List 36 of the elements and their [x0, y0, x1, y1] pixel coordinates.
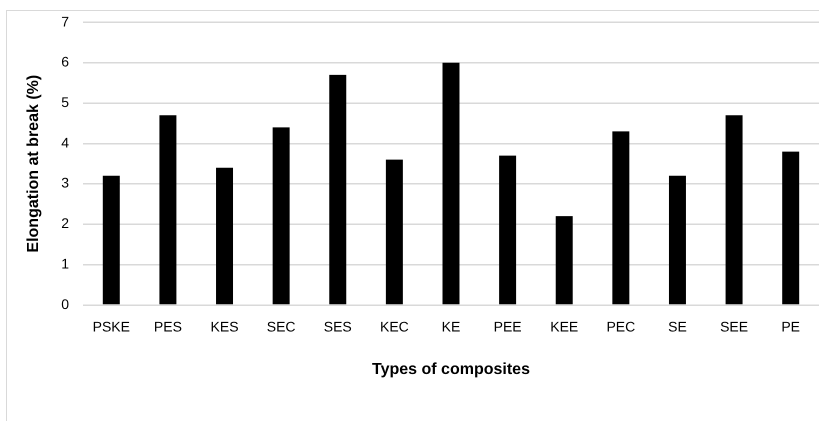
y-tick-label: 3 [61, 174, 70, 191]
bar [726, 115, 743, 304]
x-tick-label: PES [154, 318, 182, 334]
x-tick-label: KE [442, 318, 460, 334]
y-tick-label: 0 [61, 296, 70, 312]
x-axis-title: Types of composites [372, 360, 530, 378]
y-axis-title: Elongation at break (%) [25, 74, 42, 253]
bar [216, 168, 234, 304]
x-tick-label: PE [781, 318, 800, 334]
bar [329, 74, 346, 304]
bar [102, 176, 120, 304]
y-tick-label: 1 [61, 255, 70, 272]
bar [612, 131, 630, 304]
bar [159, 115, 176, 304]
x-tick-label: KES [210, 318, 239, 334]
x-tick-label: PEE [494, 318, 522, 334]
y-tick-label: 2 [61, 215, 70, 232]
bar [442, 62, 460, 304]
x-tick-label: PSKE [92, 318, 130, 334]
bar [782, 152, 800, 304]
x-tick-label: SES [324, 318, 352, 334]
x-tick-label: SEE [720, 318, 748, 334]
x-tick-label: KEE [550, 318, 578, 334]
y-tick-label: 6 [61, 54, 70, 70]
x-tick-label: KEC [380, 318, 409, 334]
x-tick-label: SEC [266, 318, 296, 334]
bar [499, 156, 516, 304]
y-tick-label: 7 [61, 13, 70, 30]
x-tick-label: PEC [606, 318, 636, 334]
bar [272, 127, 290, 304]
bar [556, 216, 573, 304]
bar [668, 176, 686, 304]
bar [386, 160, 403, 304]
x-tick-label: SE [668, 318, 687, 334]
y-tick-label: 5 [61, 94, 70, 110]
y-tick-label: 4 [61, 134, 70, 150]
